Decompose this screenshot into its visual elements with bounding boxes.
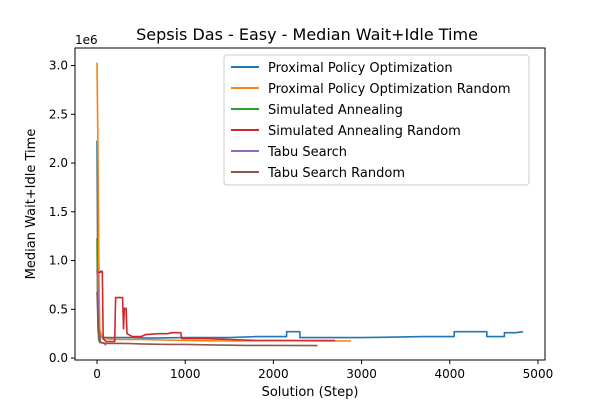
legend-label-4: Tabu Search xyxy=(267,145,347,160)
y-axis-label: Median Wait+Idle Time xyxy=(24,129,39,280)
series-line-3 xyxy=(97,270,336,343)
y-offset-label: 1e6 xyxy=(75,33,98,47)
y-tick-label: 3.0 xyxy=(49,59,68,73)
y-tick-label: 2.0 xyxy=(49,156,68,170)
series-line-0 xyxy=(96,140,524,339)
chart-title: Sepsis Das - Easy - Median Wait+Idle Tim… xyxy=(136,25,478,44)
y-tick-label: 0.5 xyxy=(49,302,68,316)
x-tick-label: 0 xyxy=(93,367,101,381)
x-tick-label: 5000 xyxy=(523,367,554,381)
series-line-5 xyxy=(96,291,318,347)
y-tick-label: 0.0 xyxy=(49,351,68,365)
legend-label-1: Proximal Policy Optimization Random xyxy=(268,82,511,97)
legend-label-0: Proximal Policy Optimization xyxy=(268,61,453,76)
legend-label-2: Simulated Annealing xyxy=(268,103,403,118)
legend-frame xyxy=(223,54,530,186)
axes-frame xyxy=(74,47,546,361)
y-axis: 0.0 0.5 1.0 1.5 2.0 2.5 3.0 xyxy=(49,59,75,365)
legend-label-3: Simulated Annealing Random xyxy=(268,124,461,139)
x-tick-label: 4000 xyxy=(434,367,465,381)
x-tick-label: 3000 xyxy=(346,367,377,381)
y-tick-label: 2.5 xyxy=(49,107,68,121)
x-tick-label: 2000 xyxy=(258,367,289,381)
legend-label-5: Tabu Search Random xyxy=(267,166,405,181)
y-tick-label: 1.0 xyxy=(49,254,68,268)
plot-area xyxy=(74,47,546,361)
legend: Proximal Policy Optimization Proximal Pol… xyxy=(223,54,530,186)
x-tick-label: 1000 xyxy=(170,367,201,381)
x-axis-label: Solution (Step) xyxy=(262,385,359,400)
x-axis: 0 1000 2000 3000 4000 5000 xyxy=(93,360,553,381)
series-layer xyxy=(96,62,524,347)
y-tick-label: 1.5 xyxy=(49,205,68,219)
